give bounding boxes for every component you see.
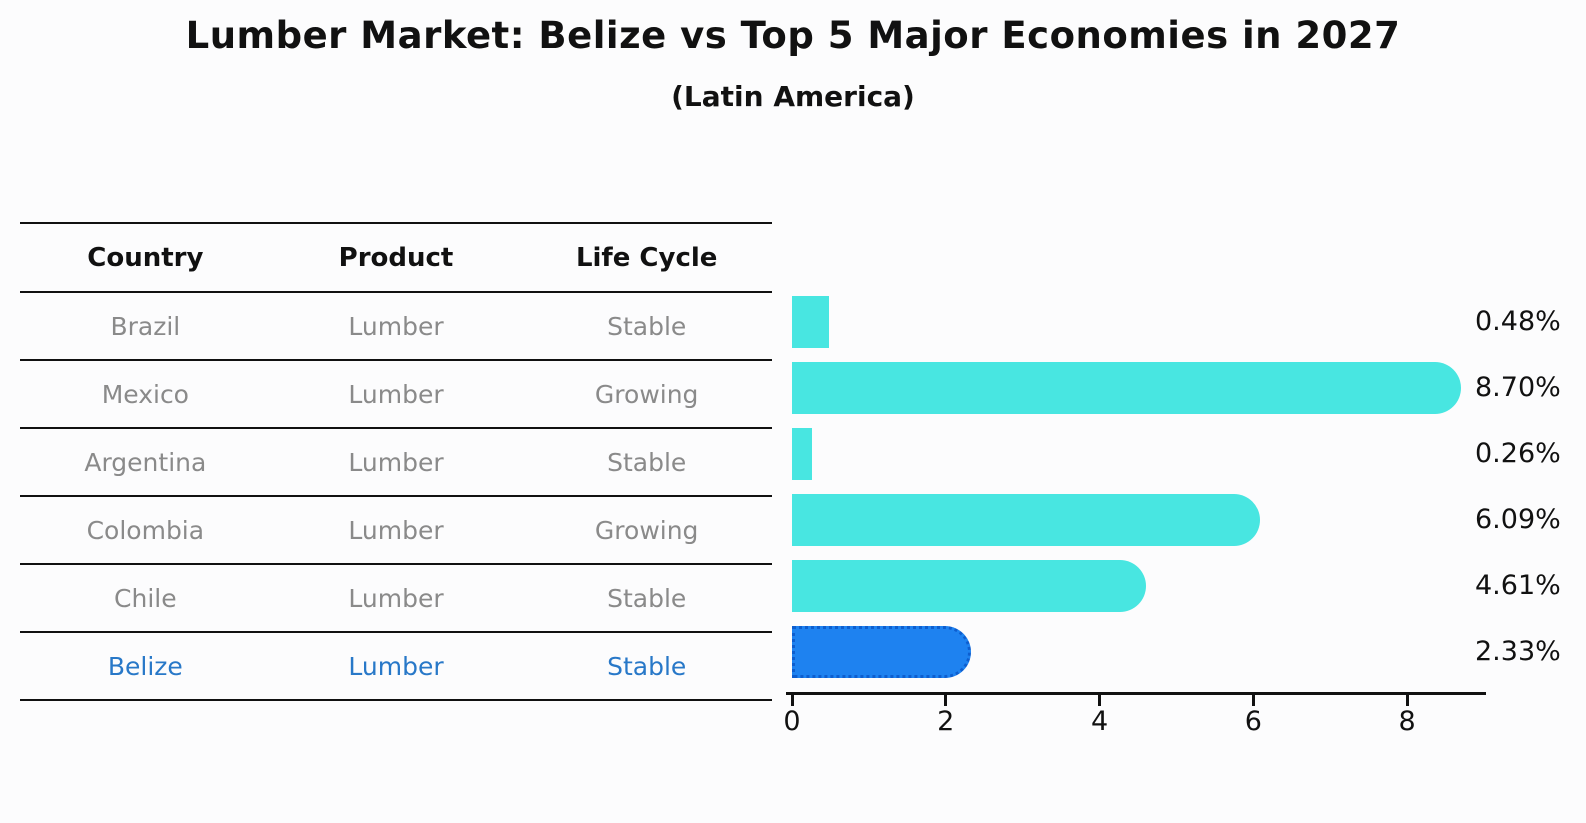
- value-label: 8.70%: [1475, 372, 1561, 403]
- life-cycle-cell: Stable: [607, 311, 687, 341]
- column-header-country: Country: [87, 242, 204, 273]
- bar-colombia: [792, 494, 1261, 546]
- x-axis-tick-label: 4: [1090, 706, 1109, 737]
- product-cell: Lumber: [348, 447, 444, 477]
- product-cell: Lumber: [348, 379, 444, 409]
- life-cycle-cell: Stable: [607, 651, 687, 681]
- table-row: Chile Lumber Stable: [20, 565, 772, 633]
- column-header-product: Product: [338, 242, 454, 273]
- table-row: Colombia Lumber Growing: [20, 497, 772, 565]
- country-cell: Chile: [114, 583, 177, 613]
- country-cell: Argentina: [84, 447, 207, 477]
- x-axis-tick: [944, 695, 948, 706]
- product-cell: Lumber: [348, 583, 444, 613]
- bar-argentina: [792, 428, 812, 480]
- product-cell: Lumber: [348, 515, 444, 545]
- x-axis-tick-label: 8: [1398, 706, 1416, 737]
- x-axis-tick: [1251, 695, 1255, 706]
- table-row-highlight-belize: Belize Lumber Stable: [20, 633, 772, 701]
- life-cycle-cell: Stable: [607, 447, 687, 477]
- table-row: Mexico Lumber Growing: [20, 361, 772, 429]
- country-cell: Belize: [107, 651, 183, 681]
- country-cell: Mexico: [101, 379, 189, 409]
- product-cell: Lumber: [348, 311, 444, 341]
- bar-chile: [792, 560, 1147, 612]
- x-axis-tick: [1098, 695, 1102, 706]
- value-label: 4.61%: [1475, 570, 1561, 601]
- x-axis-line: [786, 692, 1486, 695]
- table-row: Argentina Lumber Stable: [20, 429, 772, 497]
- chart-title: Lumber Market: Belize vs Top 5 Major Eco…: [185, 14, 1401, 57]
- bar-chart: [792, 222, 1484, 692]
- life-cycle-cell: Growing: [594, 379, 699, 409]
- comparison-table: Country Product Life Cycle Brazil Lumber…: [20, 222, 772, 701]
- x-axis-tick: [790, 695, 794, 706]
- chart-subtitle: (Latin America): [671, 80, 915, 113]
- x-axis-tick-label: 2: [937, 706, 955, 737]
- table-row: Brazil Lumber Stable: [20, 293, 772, 361]
- bar-mexico: [792, 362, 1461, 414]
- bar-belize-highlighted: [792, 626, 972, 678]
- x-axis-tick: [1405, 695, 1409, 706]
- value-label: 6.09%: [1475, 504, 1561, 535]
- column-header-life-cycle: Life Cycle: [575, 242, 718, 273]
- value-label: 2.33%: [1475, 636, 1561, 667]
- x-axis-tick-label: 0: [783, 706, 801, 737]
- country-cell: Colombia: [86, 515, 205, 545]
- value-label: 0.26%: [1475, 438, 1561, 469]
- life-cycle-cell: Growing: [594, 515, 699, 545]
- x-axis-tick-label: 6: [1244, 706, 1262, 737]
- bar-brazil: [792, 296, 829, 348]
- value-label: 0.48%: [1475, 306, 1561, 337]
- country-cell: Brazil: [110, 311, 181, 341]
- product-cell: Lumber: [348, 651, 444, 681]
- table-header-row: Country Product Life Cycle: [20, 222, 772, 293]
- life-cycle-cell: Stable: [607, 583, 687, 613]
